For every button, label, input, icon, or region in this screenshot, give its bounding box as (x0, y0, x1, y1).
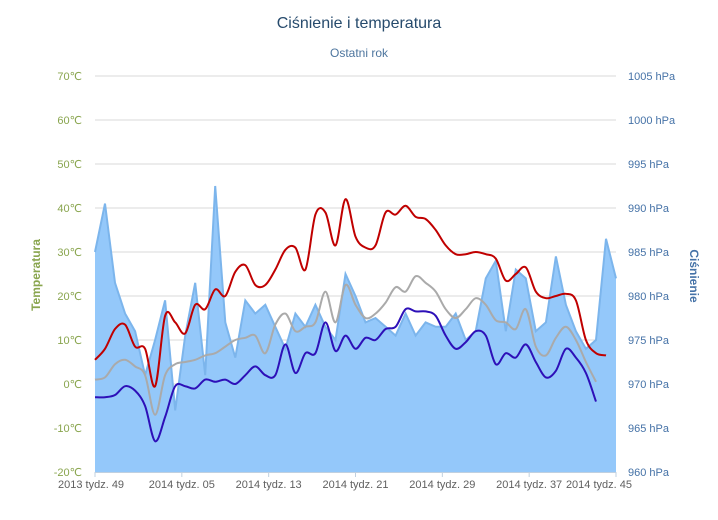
left-tick-label: 50℃ (57, 159, 82, 171)
chart-subtitle: Ostatni rok (330, 46, 389, 60)
x-tick-label: 2014 tydz. 05 (149, 479, 215, 491)
left-tick-label: 0℃ (64, 379, 82, 391)
left-tick-label: 20℃ (57, 291, 82, 303)
left-tick-label: 10℃ (57, 335, 82, 347)
right-tick-label: 965 hPa (628, 423, 670, 435)
x-tick-label: 2014 tydz. 21 (322, 479, 388, 491)
pressure-area-line (94, 185, 617, 411)
x-tick-label: 2014 tydz. 29 (409, 479, 475, 491)
right-tick-label: 975 hPa (628, 335, 670, 347)
right-tick-label: 985 hPa (628, 247, 670, 259)
x-tick-label: 2013 tydz. 49 (58, 479, 124, 491)
left-tick-label: 70℃ (57, 71, 82, 83)
left-tick-label: 60℃ (57, 115, 82, 127)
right-tick-label: 995 hPa (628, 159, 670, 171)
x-tick-label: 2014 tydz. 37 (496, 479, 562, 491)
left-axis-title: Temperatura (29, 239, 43, 311)
right-tick-label: 980 hPa (628, 291, 670, 303)
x-tick-label: 2014 tydz. 13 (236, 479, 302, 491)
left-tick-label: 40℃ (57, 203, 82, 215)
right-axis-title: Ciśnienie (687, 249, 701, 303)
temperature-lines-layer (94, 198, 607, 443)
right-tick-label: 970 hPa (628, 379, 670, 391)
temperature-avg-line (94, 274, 597, 416)
right-axis-ticks: 960 hPa 965 hPa 970 hPa 975 hPa 980 hPa 985 h… (628, 71, 676, 479)
pressure-area-fill (95, 186, 616, 472)
temperature-min-line (94, 307, 597, 443)
left-tick-label: -10℃ (54, 423, 82, 435)
right-tick-label: 960 hPa (628, 467, 670, 479)
left-tick-label: -20℃ (54, 467, 82, 479)
right-tick-label: 1000 hPa (628, 115, 676, 127)
right-tick-label: 990 hPa (628, 203, 670, 215)
chart-title: Ciśnienie i temperatura (277, 15, 442, 32)
temperature-max-line (94, 198, 607, 388)
right-tick-label: 1005 hPa (628, 71, 676, 83)
left-axis-ticks: -20℃ -10℃ 0℃ 10℃ 20℃ 30℃ 40℃ 50℃ 60℃ 70℃ (54, 71, 82, 479)
pressure-area-layer (94, 185, 617, 472)
x-axis-ticks: 2013 tydz. 49 2014 tydz. 05 2014 tydz. 13 2… (58, 472, 632, 491)
x-tick-label: 2014 tydz. 45 (566, 479, 632, 491)
left-tick-label: 30℃ (57, 247, 82, 259)
